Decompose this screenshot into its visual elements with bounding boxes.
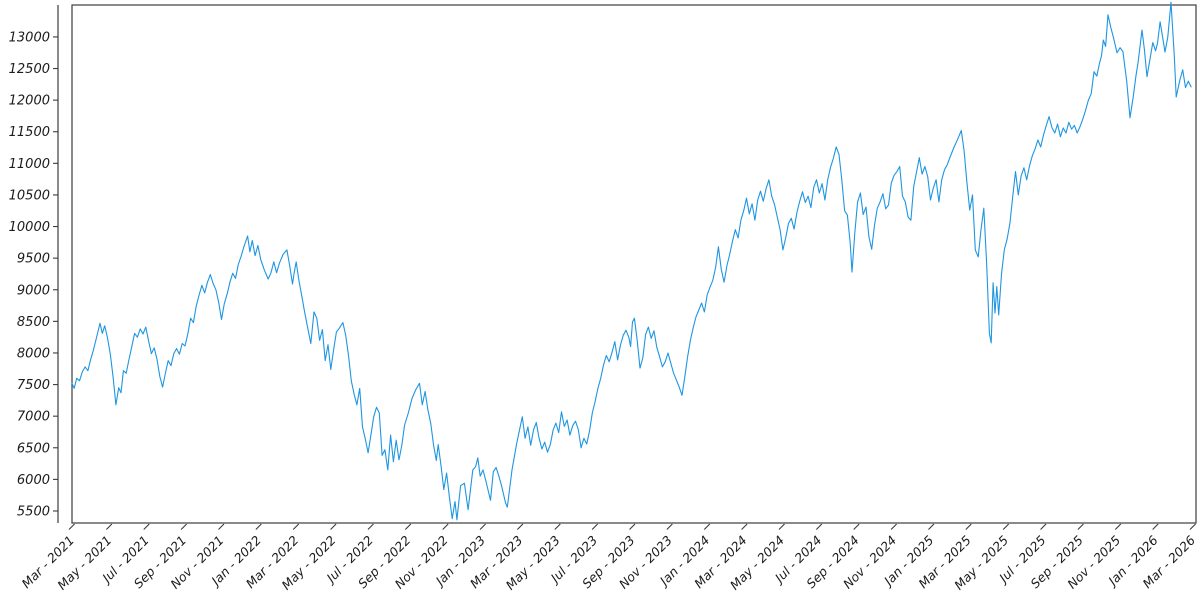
x-tick-mark	[105, 523, 113, 530]
x-tick-mark	[1189, 523, 1196, 530]
x-tick-mark	[1152, 523, 1159, 530]
y-tick-label: 12000	[9, 94, 50, 109]
x-tick-mark	[815, 523, 823, 530]
x-tick-mark	[703, 523, 711, 530]
x-tick-mark	[255, 523, 262, 530]
x-tick-mark	[367, 523, 374, 530]
x-tick-mark	[1077, 523, 1084, 530]
y-tick-label: 9500	[17, 252, 50, 267]
x-tick-mark	[292, 523, 300, 530]
y-tick-label: 5500	[17, 504, 50, 519]
y-tick-label: 10500	[9, 188, 50, 203]
x-tick-mark	[218, 523, 225, 530]
y-axis: 5500 6000 6500 7000 7500 8000 8500 9000 9500 1000…	[9, 5, 59, 523]
x-tick-mark	[517, 523, 524, 530]
x-tick-mark	[853, 523, 860, 530]
x-tick-mark	[890, 523, 897, 530]
x-tick-mark	[666, 523, 673, 530]
x-tick-mark	[928, 523, 935, 530]
x-tick-mark	[591, 523, 599, 530]
x-tick-mark	[629, 523, 636, 530]
x-tick-mark	[442, 523, 449, 530]
y-tick-label: 6500	[17, 441, 50, 456]
x-tick-mark	[965, 523, 972, 530]
plot-area-border	[71, 4, 1197, 524]
y-tick-label: 8500	[17, 315, 50, 330]
y-tick-label: 6000	[17, 473, 50, 488]
data-line	[71, 1, 1192, 521]
y-tick-label: 7000	[17, 410, 50, 425]
x-tick-mark	[180, 523, 187, 530]
x-tick-mark	[778, 523, 785, 530]
y-tick-label: 10000	[9, 220, 50, 235]
y-tick-label: 9000	[17, 283, 50, 298]
x-tick-mark	[330, 523, 337, 530]
y-tick-label: 11500	[9, 125, 50, 140]
y-tick-label: 7500	[17, 378, 50, 393]
series-line	[71, 1, 1192, 521]
x-tick-mark	[1002, 523, 1010, 530]
y-tick-label: 13000	[9, 30, 50, 45]
x-tick-mark	[143, 523, 150, 530]
y-tick-label: 11000	[9, 157, 50, 172]
y-tick-label: 12500	[9, 62, 50, 77]
y-tick-label: 8000	[17, 346, 50, 361]
x-tick-mark	[479, 523, 486, 530]
x-tick-mark	[741, 523, 748, 530]
x-tick-mark	[554, 523, 561, 530]
x-tick-mark	[1040, 523, 1047, 530]
plot-box	[71, 4, 1197, 524]
x-tick-mark	[68, 523, 75, 530]
x-tick-mark	[404, 523, 412, 530]
x-tick-mark	[1114, 523, 1122, 530]
